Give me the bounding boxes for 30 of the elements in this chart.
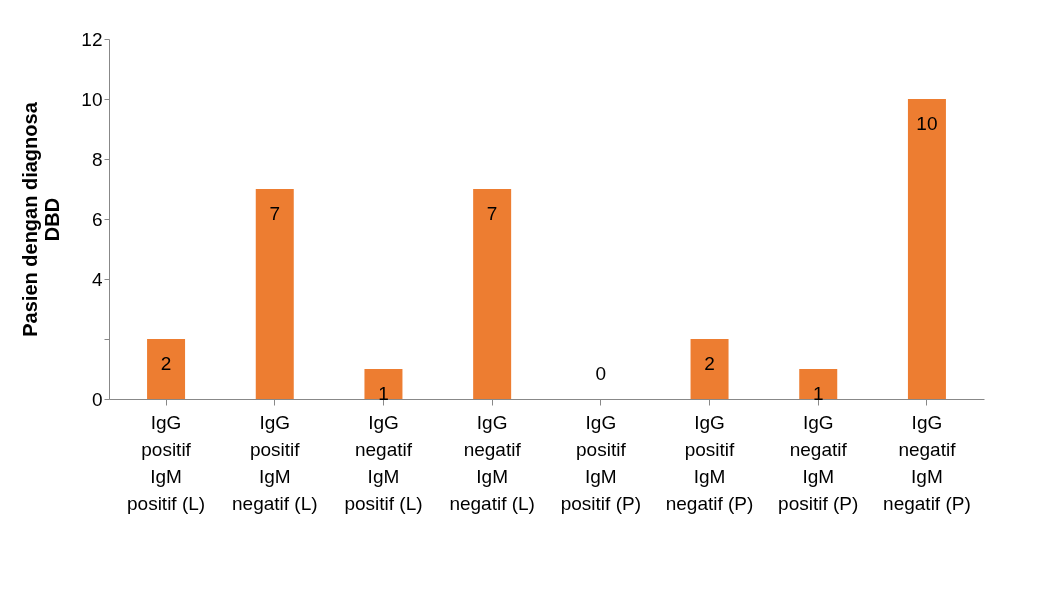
y-tick-label: 6 — [91, 208, 103, 230]
data-label: 7 — [486, 203, 498, 224]
x-tick-label: IgG positif IgM positif (L) — [126, 411, 206, 514]
bar — [364, 369, 403, 399]
x-tick-label: IgG negatif IgM negatif (P) — [883, 411, 971, 514]
data-label: 7 — [269, 203, 281, 224]
bar — [907, 99, 946, 399]
data-label: 2 — [704, 353, 715, 374]
data-label: 1 — [812, 383, 824, 404]
x-tick-label: IgG positif IgM positif (P) — [560, 411, 641, 514]
y-tick-label: 10 — [81, 88, 103, 110]
bar — [255, 189, 294, 399]
y-tick-label: 4 — [91, 268, 103, 290]
data-label: 1 — [378, 383, 389, 404]
data-label: 0 — [595, 363, 607, 384]
y-tick-label: 12 — [81, 28, 103, 50]
data-label: 2 — [160, 353, 172, 374]
bar — [690, 339, 729, 399]
x-tick-label: IgG positif IgM negatif (P) — [665, 411, 754, 514]
x-tick-label: IgG negatif IgM positif (L) — [344, 411, 423, 514]
bar — [473, 189, 512, 399]
bar — [799, 369, 838, 399]
y-tick-label: 0 — [91, 388, 103, 410]
x-tick-label: IgG negatif IgM negatif (L) — [449, 411, 535, 514]
x-tick-label: IgG positif IgM negatif (L) — [231, 411, 318, 514]
x-tick-label: IgG negatif IgM positif (P) — [778, 411, 859, 514]
bar — [147, 339, 186, 399]
data-label: 10 — [916, 113, 938, 134]
y-axis-title: Pasien dengan diagnosa DBD — [19, 101, 64, 337]
y-tick-label: 8 — [91, 148, 103, 170]
